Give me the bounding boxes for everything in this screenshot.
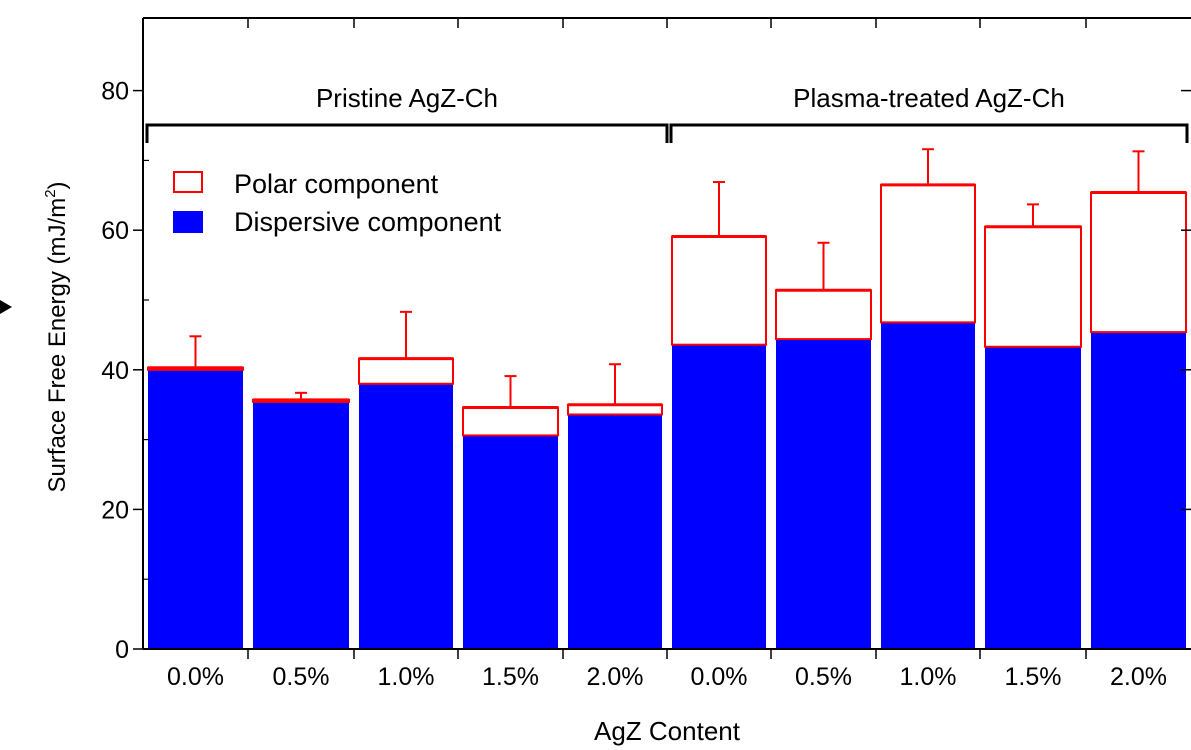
bar-dispersive: [253, 401, 349, 649]
x-tick-label: 1.5%: [482, 663, 539, 691]
y-axis-label: Surface Free Energy (mJ/m2): [42, 181, 71, 492]
x-tick-label: 2.0%: [1110, 663, 1167, 691]
x-tick-label: 0.0%: [167, 663, 224, 691]
x-tick-label: 1.5%: [1005, 663, 1062, 691]
bar-polar: [671, 235, 767, 346]
y-tick-label: 60: [101, 217, 129, 245]
x-tick-label: 0.0%: [691, 663, 748, 691]
legend-swatch-dispersive: [173, 211, 203, 233]
bar-polar: [775, 289, 872, 341]
bar-dispersive: [463, 435, 558, 649]
y-tick-label: 80: [101, 78, 129, 106]
bar-dispersive: [672, 344, 766, 649]
y-axis-label-main: Surface Free Energy (mJ/m: [44, 198, 71, 493]
bar-polar: [462, 406, 559, 437]
bar-dispersive: [985, 346, 1081, 649]
legend-label-polar: Polar component: [234, 169, 439, 199]
bar-dispersive: [148, 369, 243, 649]
bar-dispersive: [1091, 332, 1186, 649]
x-tick-label: 0.5%: [273, 663, 330, 691]
bar-dispersive: [568, 414, 662, 649]
y-tick-label: 40: [101, 357, 129, 385]
arrow-marker-icon: [0, 300, 12, 314]
error-bars-layer: [189, 148, 1145, 408]
bars-layer: [147, 183, 1187, 649]
x-tick-label: 1.0%: [900, 663, 957, 691]
bar-polar: [358, 357, 454, 385]
x-tick-label: 2.0%: [587, 663, 644, 691]
y-tick-label: 0: [115, 636, 129, 664]
axis-ticks: 0.0% 0.5% 1.0% 1.5% 2.0% 0.0% 0.5% 1.0% 1.5% 2.0%…: [101, 18, 1191, 691]
legend-swatch-polar: [173, 171, 203, 193]
y-axis-label-superscript: 2: [42, 189, 59, 197]
x-tick-label: 1.0%: [378, 663, 435, 691]
group-brackets: Pristine AgZ-Ch Plasma-treated AgZ-Ch: [145, 83, 1189, 143]
bar-dispersive: [881, 322, 975, 649]
y-axis-label-tail: ): [44, 181, 71, 189]
bar-dispersive: [359, 383, 453, 649]
bar-polar: [880, 183, 976, 324]
bar-polar: [984, 225, 1082, 348]
x-axis-label: AgZ Content: [594, 716, 741, 746]
group-label: Plasma-treated AgZ-Ch: [793, 83, 1065, 113]
x-tick-label: 0.5%: [795, 663, 852, 691]
bar-polar: [1090, 191, 1187, 334]
legend-label-dispersive: Dispersive component: [234, 207, 502, 237]
legend: Polar component Dispersive component: [173, 169, 502, 237]
group-bracket: [145, 123, 669, 143]
group-label: Pristine AgZ-Ch: [316, 83, 498, 113]
y-tick-label: 20: [101, 496, 129, 524]
group-bracket: [669, 123, 1189, 143]
bar-dispersive: [776, 339, 871, 649]
